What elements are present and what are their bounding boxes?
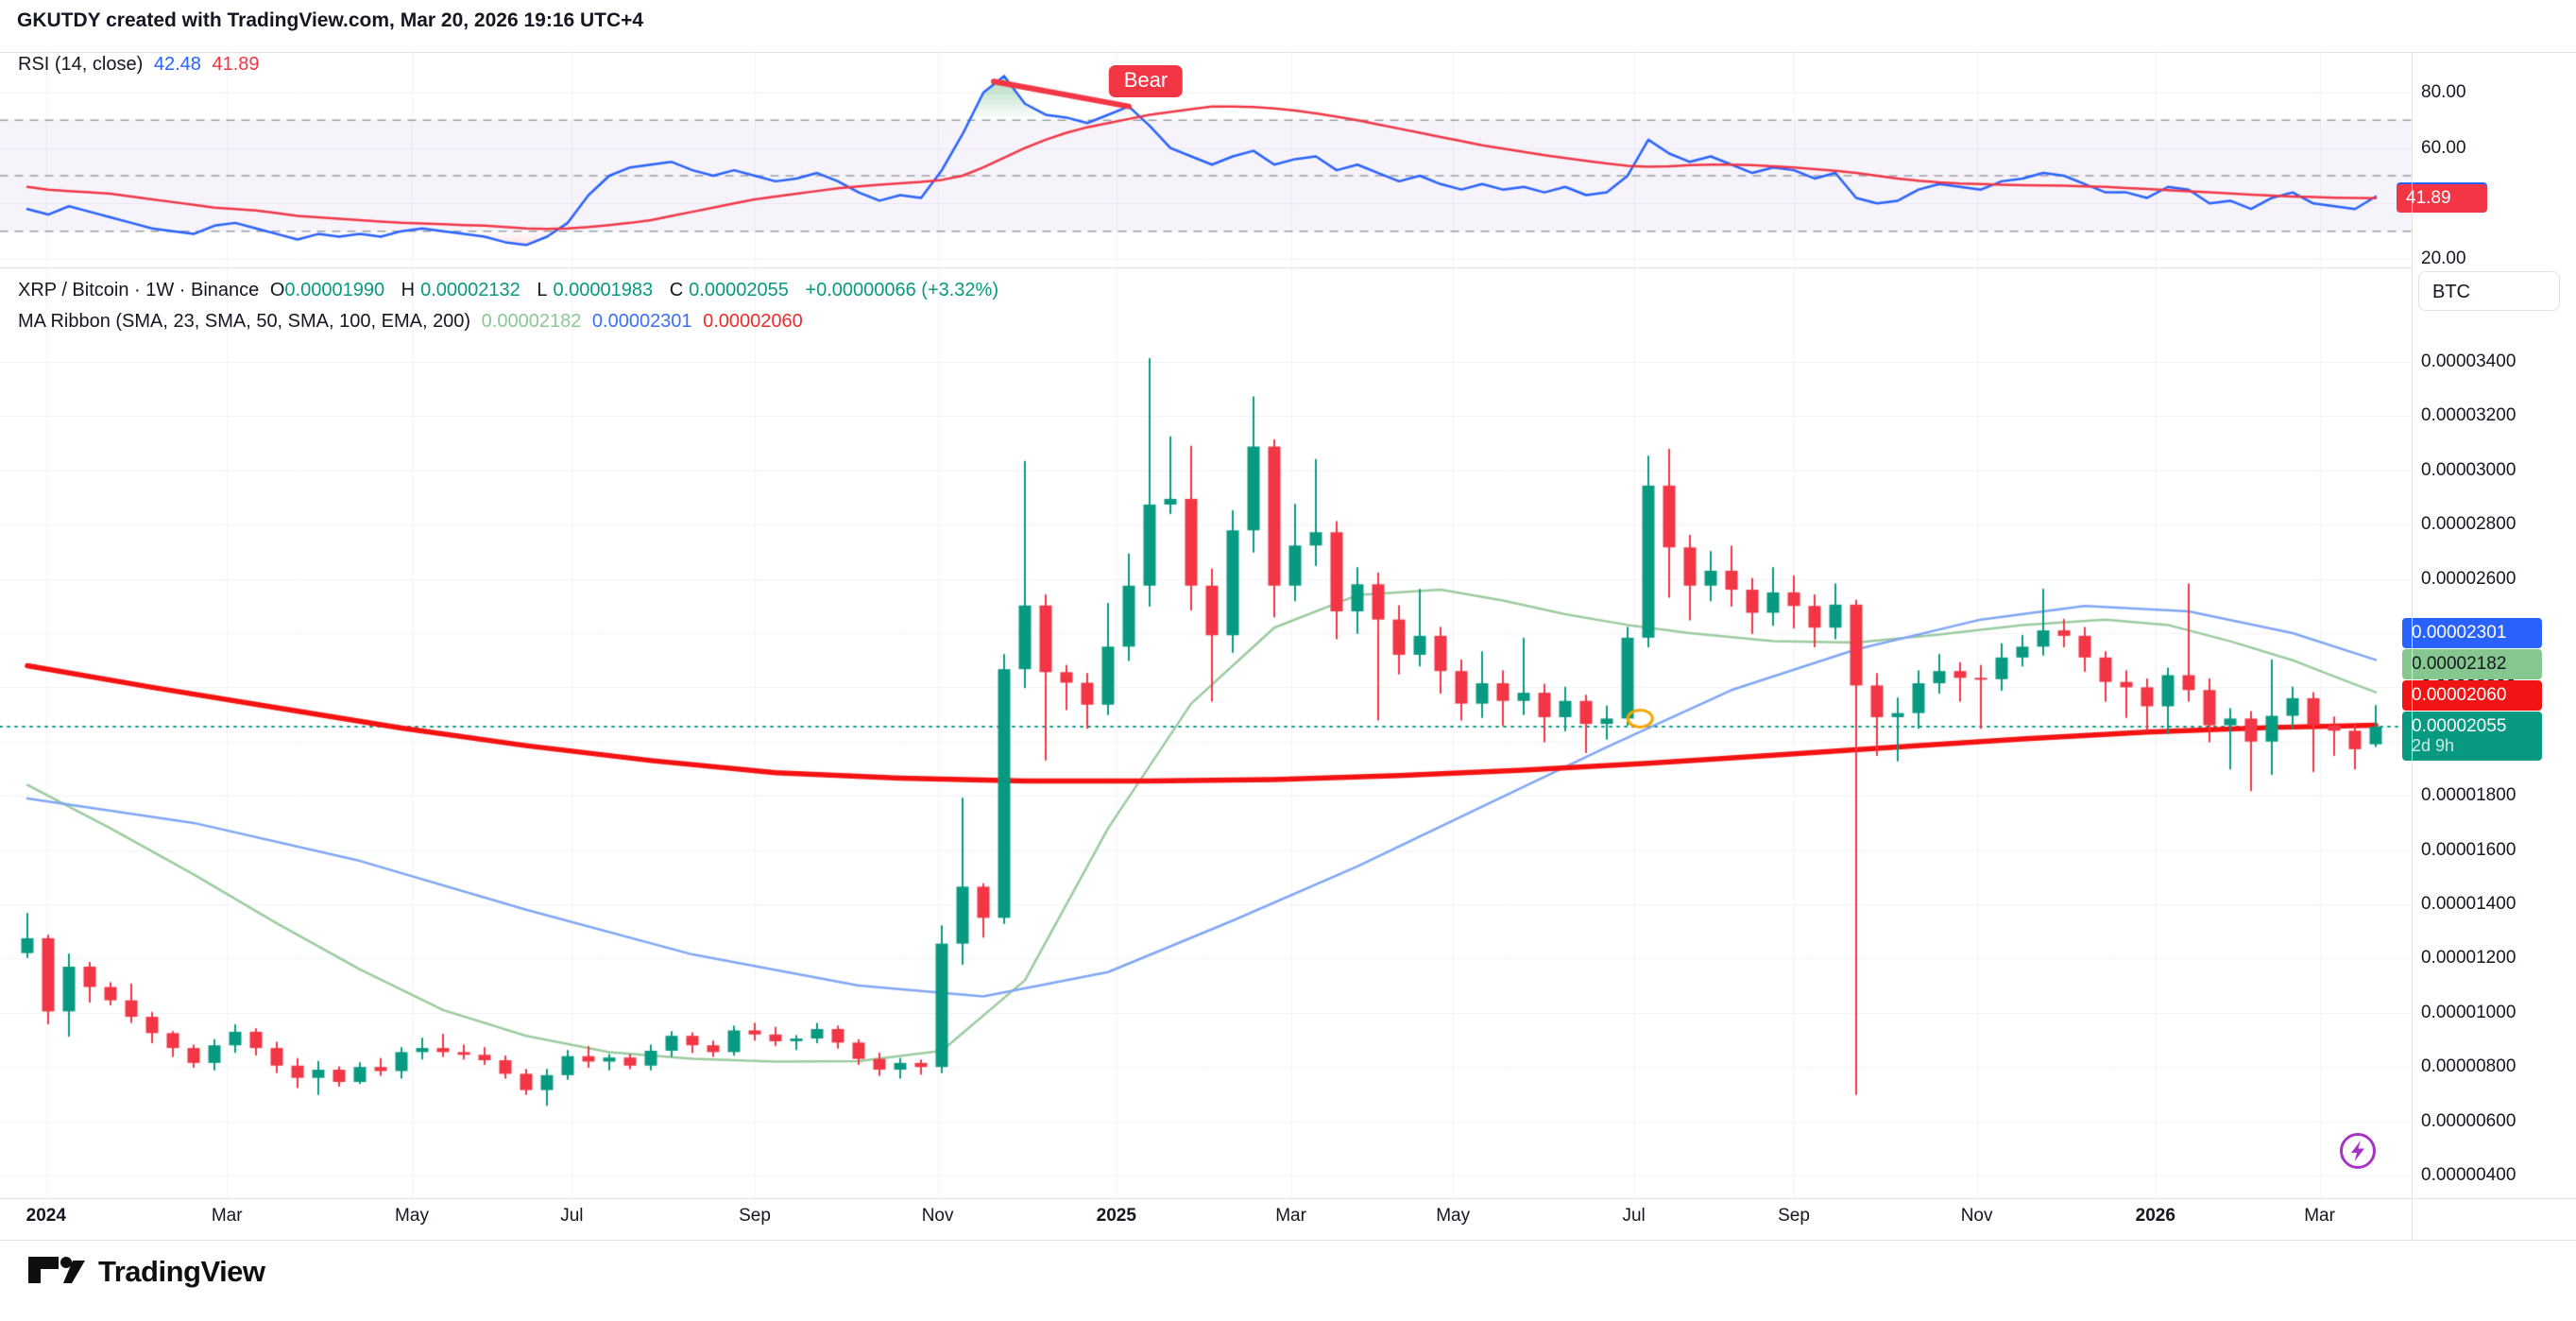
x-axis-label: Mar: [1275, 1206, 1306, 1226]
rsi-legend-label: RSI (14, close): [18, 54, 144, 75]
price-axis-label: 0.00001600: [2421, 839, 2516, 860]
price-axis-label: 0.00003200: [2421, 405, 2516, 426]
pane-divider[interactable]: [0, 267, 2412, 268]
footer-divider: [0, 1240, 2576, 1241]
symbol-legend[interactable]: XRP / Bitcoin · 1W · Binance O0.00001990…: [18, 280, 1004, 301]
x-axis-label: 2026: [2135, 1206, 2175, 1226]
bar-countdown: 2d 9h: [2412, 736, 2455, 755]
ma-value-blue: 0.00002301: [591, 311, 692, 332]
lightning-bolt-icon: [2351, 1141, 2364, 1161]
symbol-title: XRP / Bitcoin · 1W · Binance: [18, 280, 260, 300]
lightning-circle-icon: [2340, 1133, 2376, 1169]
x-axis-label: Sep: [739, 1206, 771, 1226]
x-axis-label: Mar: [2304, 1206, 2335, 1226]
price-axis-label: 0.00001800: [2421, 785, 2516, 806]
price-axis-label: 0.00001200: [2421, 948, 2516, 969]
chart-attribution-title: GKUTDY created with TradingView.com, Mar…: [17, 9, 644, 31]
time-axis-divider: [0, 1198, 2576, 1199]
price-axis-divider: [2412, 52, 2413, 1240]
price-axis-label: 0.00000600: [2421, 1110, 2516, 1131]
last-price-badge: 0.00002055 2d 9h: [2402, 712, 2542, 761]
ma-value-green: 0.00002182: [481, 311, 582, 332]
price-axis-label: 0.00001400: [2421, 894, 2516, 914]
price-axis-label: 0.00003000: [2421, 459, 2516, 480]
x-axis-label: May: [1436, 1206, 1471, 1226]
ohlc-open: O0.00001990: [269, 280, 385, 300]
ma-ribbon-label: MA Ribbon (SMA, 23, SMA, 50, SMA, 100, E…: [18, 311, 471, 332]
x-axis-label: Nov: [921, 1206, 954, 1226]
rsi-value-badge: 41.89: [2397, 183, 2487, 213]
x-axis-label: Jul: [1622, 1206, 1646, 1226]
ma-value-red: 0.00002060: [703, 311, 803, 332]
ohlc-close: C 0.00002055: [669, 280, 789, 300]
tradingview-mark-icon: [28, 1257, 85, 1283]
x-axis-label: May: [395, 1206, 429, 1226]
ma-price-badge: 0.00002060: [2402, 680, 2542, 711]
rsi-value: 42.48: [153, 54, 201, 75]
ma-ribbon-legend[interactable]: MA Ribbon (SMA, 23, SMA, 50, SMA, 100, E…: [18, 311, 809, 333]
x-axis-label: 2024: [26, 1206, 66, 1226]
price-axis-label: 0.00000400: [2421, 1165, 2516, 1185]
price-axis-label: 0.00000800: [2421, 1056, 2516, 1077]
x-axis-label: Sep: [1778, 1206, 1810, 1226]
rsi-axis-label: 20.00: [2421, 248, 2466, 268]
x-axis-label: Mar: [211, 1206, 243, 1226]
x-axis-label: Jul: [560, 1206, 584, 1226]
currency-unit-button[interactable]: BTC: [2418, 271, 2560, 311]
tradingview-logo-text: TradingView: [98, 1255, 265, 1288]
last-price-badge-value: 0.00002055: [2412, 716, 2507, 736]
header-divider: [0, 52, 2576, 53]
ma-price-badge: 0.00002182: [2402, 649, 2542, 679]
ohlc-high: H 0.00002132: [401, 280, 520, 300]
x-axis-label: Nov: [1960, 1206, 1993, 1226]
price-axis-label: 0.00003400: [2421, 352, 2516, 371]
x-axis-label: 2025: [1096, 1206, 1136, 1226]
change-value: +0.00000066 (+3.32%): [805, 280, 998, 300]
ohlc-low: L 0.00001983: [537, 280, 654, 300]
ma-price-badge: 0.00002301: [2402, 618, 2542, 648]
rsi-ma-value: 41.89: [212, 54, 260, 75]
bear-annotation-label[interactable]: Bear: [1108, 64, 1184, 97]
rsi-axis-label: 60.00: [2421, 137, 2466, 158]
price-axis-label: 0.00001000: [2421, 1002, 2516, 1022]
rsi-legend[interactable]: RSI (14, close) 42.48 41.89: [18, 54, 265, 76]
price-axis-label: 0.00002800: [2421, 514, 2516, 535]
price-axis-label: 0.00002600: [2421, 568, 2516, 589]
tradingview-logo[interactable]: TradingView: [26, 1253, 265, 1291]
rsi-axis-label: 80.00: [2421, 82, 2466, 102]
lightning-trade-button[interactable]: [2339, 1132, 2377, 1170]
